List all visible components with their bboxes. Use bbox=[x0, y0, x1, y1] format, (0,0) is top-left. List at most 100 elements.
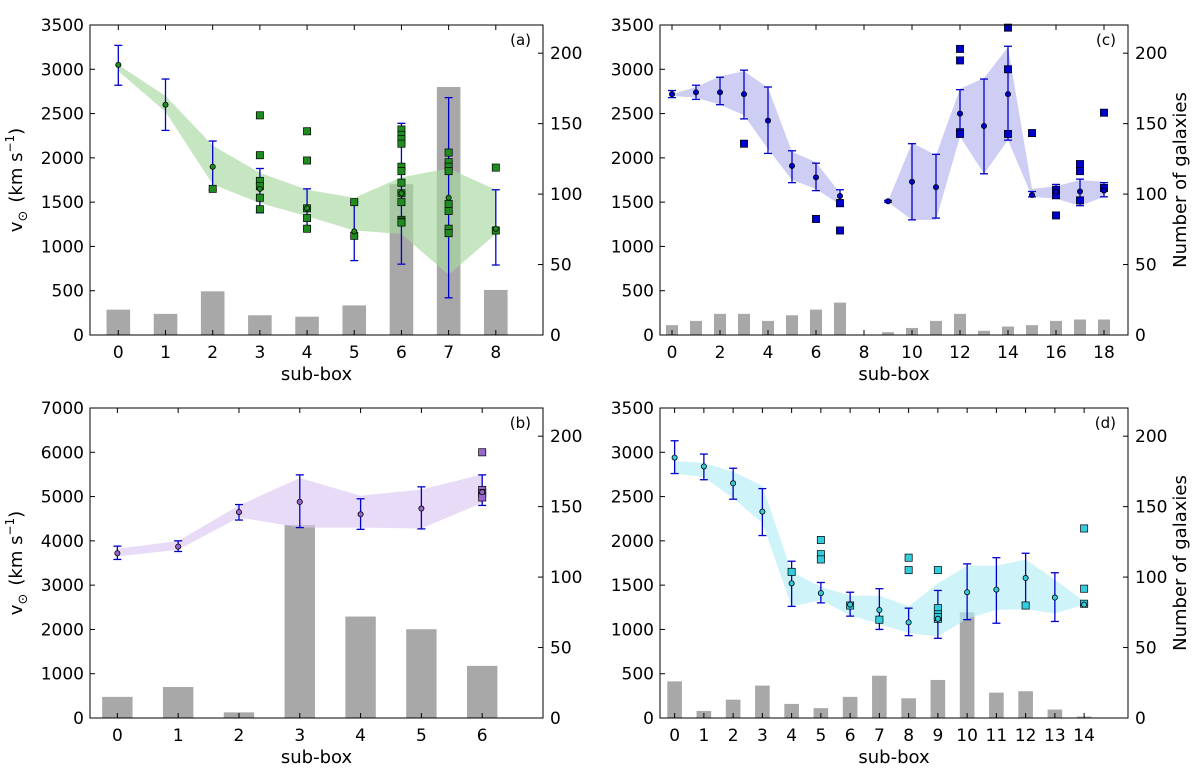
mean-point bbox=[1081, 601, 1088, 608]
x-tick-label: 14 bbox=[997, 343, 1019, 363]
y2-tick-label: 100 bbox=[550, 185, 582, 205]
galaxy-point bbox=[303, 214, 312, 223]
mean-point bbox=[256, 185, 263, 192]
mean-point bbox=[993, 586, 1000, 593]
mean-point bbox=[905, 619, 912, 626]
mean-point bbox=[669, 91, 676, 98]
mean-point bbox=[933, 184, 940, 191]
galaxy-point bbox=[444, 229, 453, 238]
mean-point bbox=[304, 205, 311, 212]
mean-point bbox=[162, 101, 169, 108]
x-tick-label: 6 bbox=[396, 343, 407, 363]
y2-tick-label: 50 bbox=[1135, 256, 1157, 276]
y-tick-label: 0 bbox=[643, 326, 654, 346]
y2-axis-label: Number of galaxies bbox=[1170, 92, 1191, 268]
x-tick-label: 4 bbox=[302, 343, 313, 363]
y-axis-label: v⊙ (km s−1) bbox=[3, 128, 31, 232]
galaxy-point bbox=[904, 553, 913, 562]
y-tick-label: 5000 bbox=[41, 488, 84, 508]
count-bar bbox=[153, 313, 178, 335]
count-bar bbox=[102, 696, 133, 718]
panel-b: 0 1 2 3 4 5 6 0 1000 2000 3000 4000 5000 6000 7000 0 50 1… bbox=[3, 399, 582, 768]
x-tick-label: 2 bbox=[234, 726, 245, 746]
galaxy-point bbox=[816, 536, 825, 544]
mean-point bbox=[759, 508, 766, 515]
mean-point bbox=[693, 89, 700, 96]
mean-point bbox=[876, 606, 883, 613]
count-bar bbox=[200, 291, 225, 335]
count-bar bbox=[762, 320, 774, 335]
y-axis-label: v⊙ (km s−1) bbox=[3, 511, 31, 615]
galaxy-point bbox=[836, 226, 844, 235]
y-tick-label: 3500 bbox=[611, 16, 654, 36]
x-tick-label: 7 bbox=[443, 343, 454, 363]
mean-point bbox=[357, 511, 364, 518]
y-tick-label: 500 bbox=[622, 665, 654, 685]
count-bar bbox=[786, 315, 798, 335]
y-tick-label: 1000 bbox=[41, 665, 84, 685]
y-axis-label-units: (km s bbox=[6, 153, 27, 203]
axes-frame bbox=[89, 407, 544, 719]
y-tick-label: 3000 bbox=[41, 60, 84, 80]
galaxy-point bbox=[397, 178, 406, 187]
galaxy-point bbox=[1021, 601, 1030, 610]
y-tick-label: 3000 bbox=[611, 443, 654, 463]
mean-point bbox=[717, 89, 724, 96]
y-tick-label: 4000 bbox=[41, 532, 84, 552]
mean-point bbox=[1077, 188, 1084, 195]
x-tick-label: 10 bbox=[901, 343, 923, 363]
count-bar bbox=[882, 332, 894, 335]
count-bar bbox=[810, 309, 822, 335]
y2-tick-label: 200 bbox=[550, 427, 582, 447]
y2-tick-label: 50 bbox=[550, 256, 572, 276]
mean-point bbox=[909, 178, 916, 185]
y-tick-label: 6000 bbox=[41, 443, 84, 463]
y2-tick-label: 200 bbox=[1135, 44, 1167, 64]
x-tick-label: 0 bbox=[112, 726, 123, 746]
galaxy-point bbox=[816, 555, 825, 564]
mean-point bbox=[114, 550, 121, 557]
y2-tick-label: 0 bbox=[550, 326, 561, 346]
y2-tick-label: 100 bbox=[1135, 568, 1167, 588]
y-tick-label: 2000 bbox=[611, 532, 654, 552]
galaxy-point bbox=[1028, 129, 1036, 138]
count-bar bbox=[901, 698, 916, 718]
mean-point bbox=[700, 463, 707, 470]
y-axis-label-sub: ⊙ bbox=[16, 211, 31, 222]
x-tick-label: 10 bbox=[956, 726, 978, 746]
y-tick-label: 7000 bbox=[41, 399, 84, 419]
mean-point bbox=[817, 590, 824, 597]
count-bar bbox=[484, 289, 508, 335]
y2-tick-label: 150 bbox=[550, 115, 582, 135]
x-tick-label: 1 bbox=[698, 726, 709, 746]
y-tick-label: 1000 bbox=[611, 620, 654, 640]
y2-axis-label: Number of galaxies bbox=[1170, 475, 1191, 651]
y-tick-label: 1500 bbox=[41, 193, 84, 213]
count-bar bbox=[834, 302, 846, 335]
mean-point bbox=[885, 198, 892, 205]
galaxy-point bbox=[933, 566, 942, 575]
x-tick-label: 0 bbox=[113, 343, 124, 363]
galaxy-point bbox=[350, 198, 359, 207]
galaxy-point bbox=[740, 139, 748, 148]
y2-tick-label: 150 bbox=[1135, 498, 1167, 518]
galaxy-point bbox=[444, 167, 453, 176]
galaxy-point bbox=[255, 111, 264, 120]
count-bar bbox=[930, 679, 946, 718]
galaxy-point bbox=[956, 44, 964, 53]
x-tick-label: 6 bbox=[845, 726, 856, 746]
count-bar bbox=[345, 616, 376, 718]
y2-tick-label: 0 bbox=[550, 709, 561, 729]
x-axis-label: sub-box bbox=[858, 747, 930, 768]
count-bar bbox=[1026, 325, 1038, 335]
x-tick-label: 6 bbox=[477, 726, 488, 746]
count-bar bbox=[959, 612, 975, 718]
galaxy-point bbox=[397, 198, 406, 207]
count-bar bbox=[1018, 691, 1033, 718]
count-bar bbox=[1098, 319, 1110, 335]
panel-label: (b) bbox=[510, 414, 531, 432]
galaxy-point bbox=[444, 199, 453, 208]
y-axis-label-units-end: ) bbox=[6, 511, 27, 518]
galaxy-point bbox=[1052, 211, 1060, 220]
